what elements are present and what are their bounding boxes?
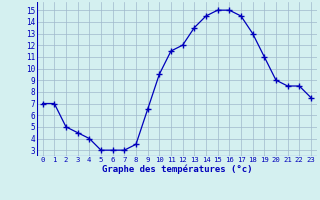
X-axis label: Graphe des températures (°c): Graphe des températures (°c) (101, 165, 252, 174)
